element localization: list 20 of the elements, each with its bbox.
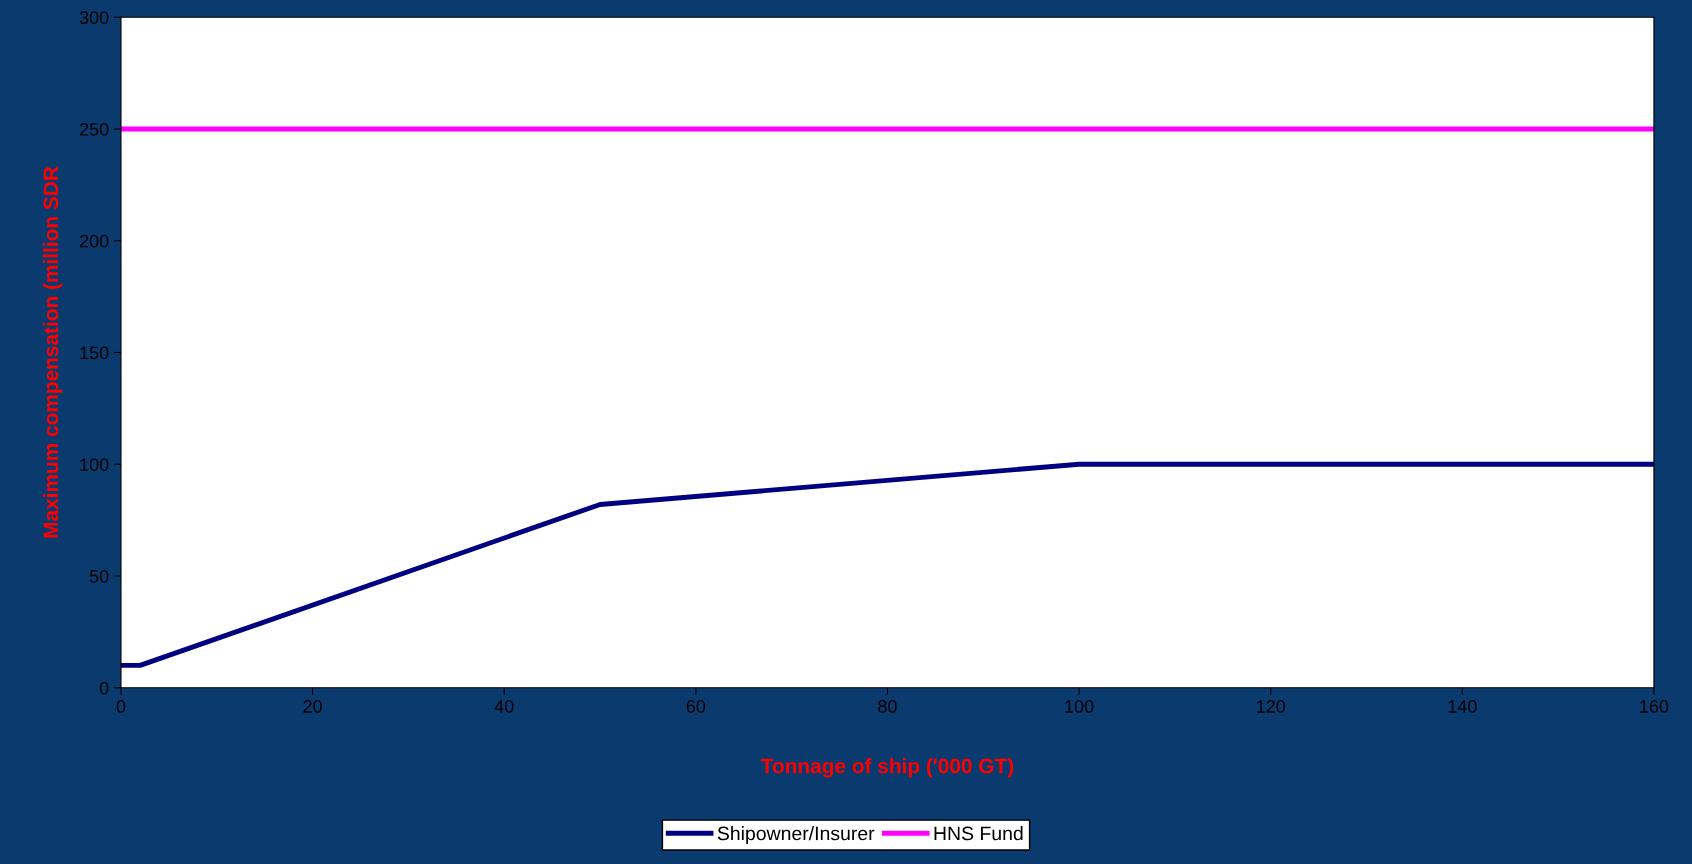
y-tick-label: 100: [80, 458, 109, 471]
x-tick-label: 140: [1448, 700, 1477, 713]
y-tick-label: 200: [79, 234, 109, 248]
x-tick-label: 40: [494, 700, 514, 713]
x-tick-label: 20: [303, 700, 322, 713]
y-tick-label: 0: [99, 681, 109, 695]
x-tick-label: 160: [1640, 700, 1669, 713]
y-axis-title: Maximum compensation (million SDR: [42, 166, 63, 538]
x-tick-label: 120: [1257, 700, 1286, 713]
x-tick-label: 60: [686, 700, 706, 713]
legend-label: Shipowner/Insurer: [717, 826, 875, 845]
x-axis-title: Tonnage of ship ('000 GT): [760, 758, 1014, 778]
y-tick-label: 50: [89, 569, 109, 583]
y-tick-label: 250: [79, 122, 109, 136]
x-tick-label: 100: [1065, 700, 1094, 713]
y-tick-label: 300: [79, 11, 109, 24]
y-tick-label: 150: [80, 346, 109, 360]
legend-label: HNS Fund: [934, 826, 1023, 841]
x-tick-label: 80: [878, 700, 897, 713]
x-tick-label: 0: [116, 700, 126, 713]
